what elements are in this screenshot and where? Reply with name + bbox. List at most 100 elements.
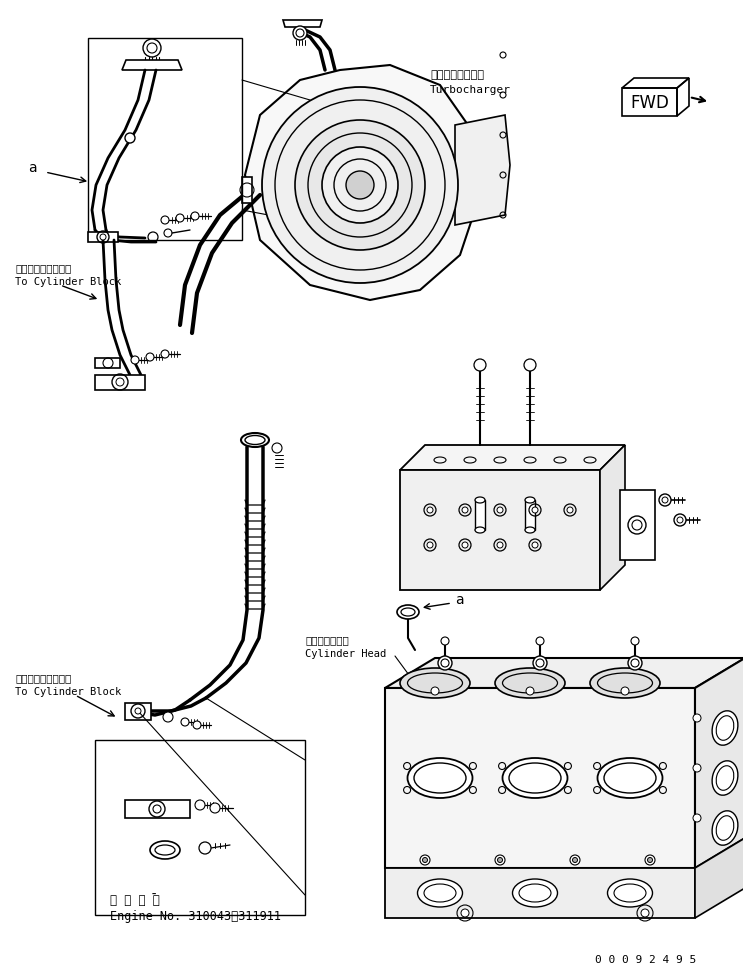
Circle shape	[693, 764, 701, 772]
Text: FWD: FWD	[630, 94, 669, 112]
Circle shape	[497, 542, 503, 548]
Circle shape	[143, 39, 161, 57]
Circle shape	[647, 858, 652, 862]
Polygon shape	[245, 65, 480, 300]
Circle shape	[536, 637, 544, 645]
Ellipse shape	[400, 668, 470, 698]
Polygon shape	[283, 20, 322, 27]
Circle shape	[693, 814, 701, 822]
Text: a: a	[455, 593, 464, 607]
Text: シリンダヘッド: シリンダヘッド	[305, 635, 348, 645]
Circle shape	[532, 542, 538, 548]
Circle shape	[573, 858, 577, 862]
Circle shape	[195, 800, 205, 810]
Circle shape	[497, 507, 503, 513]
Circle shape	[526, 687, 534, 695]
Circle shape	[423, 858, 427, 862]
Text: -: -	[150, 888, 158, 902]
Circle shape	[641, 909, 649, 917]
Circle shape	[100, 234, 106, 240]
Polygon shape	[122, 60, 182, 70]
Polygon shape	[620, 490, 655, 560]
Circle shape	[533, 656, 547, 670]
Bar	[385, 688, 695, 868]
Ellipse shape	[502, 758, 568, 798]
Polygon shape	[88, 232, 118, 242]
Ellipse shape	[475, 497, 485, 503]
Text: Cylinder Head: Cylinder Head	[305, 649, 386, 659]
Circle shape	[677, 517, 683, 523]
Circle shape	[498, 858, 502, 862]
Circle shape	[191, 212, 199, 220]
Circle shape	[621, 687, 629, 695]
Circle shape	[420, 855, 430, 865]
Circle shape	[628, 656, 642, 670]
Text: Engine No. 310043～311911: Engine No. 310043～311911	[110, 909, 281, 922]
Ellipse shape	[397, 605, 419, 619]
Circle shape	[272, 443, 282, 453]
Circle shape	[131, 356, 139, 364]
Circle shape	[125, 133, 135, 143]
Circle shape	[199, 842, 211, 854]
Circle shape	[461, 909, 469, 917]
Bar	[475, 500, 485, 530]
Circle shape	[135, 708, 141, 714]
Ellipse shape	[475, 527, 485, 533]
Circle shape	[262, 87, 458, 283]
Text: Turbocharger: Turbocharger	[430, 85, 511, 95]
Polygon shape	[600, 445, 625, 590]
Circle shape	[524, 359, 536, 371]
Circle shape	[176, 214, 184, 222]
Ellipse shape	[712, 810, 738, 845]
Circle shape	[116, 378, 124, 386]
Text: 適 用 号 機: 適 用 号 機	[110, 894, 160, 906]
Circle shape	[631, 637, 639, 645]
Text: 0 0 0 9 2 4 9 5: 0 0 0 9 2 4 9 5	[595, 955, 696, 965]
Ellipse shape	[597, 758, 663, 798]
Polygon shape	[400, 470, 600, 590]
Text: シリンダブロックへ: シリンダブロックへ	[15, 673, 71, 683]
Ellipse shape	[525, 497, 535, 503]
Circle shape	[567, 507, 573, 513]
Ellipse shape	[712, 760, 738, 795]
Circle shape	[427, 507, 433, 513]
Polygon shape	[242, 177, 252, 203]
Circle shape	[632, 520, 642, 530]
Ellipse shape	[407, 758, 473, 798]
Polygon shape	[385, 658, 743, 688]
Ellipse shape	[590, 668, 660, 698]
Circle shape	[532, 507, 538, 513]
Circle shape	[438, 656, 452, 670]
Circle shape	[427, 542, 433, 548]
Ellipse shape	[513, 879, 557, 907]
Circle shape	[293, 26, 307, 40]
Circle shape	[659, 494, 671, 506]
Circle shape	[495, 855, 505, 865]
Circle shape	[146, 353, 154, 361]
Circle shape	[693, 714, 701, 722]
Circle shape	[322, 147, 398, 223]
Circle shape	[346, 171, 374, 199]
Ellipse shape	[241, 433, 269, 447]
Circle shape	[193, 721, 201, 729]
Ellipse shape	[495, 668, 565, 698]
Ellipse shape	[418, 879, 462, 907]
Polygon shape	[125, 703, 151, 720]
Polygon shape	[455, 115, 510, 225]
Polygon shape	[95, 358, 120, 368]
Circle shape	[462, 507, 468, 513]
Text: ターボチャージャ: ターボチャージャ	[430, 70, 484, 80]
Circle shape	[441, 637, 449, 645]
Circle shape	[181, 718, 189, 726]
Circle shape	[674, 514, 686, 526]
Circle shape	[645, 855, 655, 865]
Polygon shape	[695, 658, 743, 868]
Text: シリンダブロックへ: シリンダブロックへ	[15, 263, 71, 273]
Polygon shape	[695, 838, 743, 918]
Circle shape	[161, 350, 169, 358]
Circle shape	[662, 497, 668, 503]
Polygon shape	[125, 800, 190, 818]
Circle shape	[431, 687, 439, 695]
Ellipse shape	[150, 841, 180, 859]
Polygon shape	[400, 445, 625, 470]
